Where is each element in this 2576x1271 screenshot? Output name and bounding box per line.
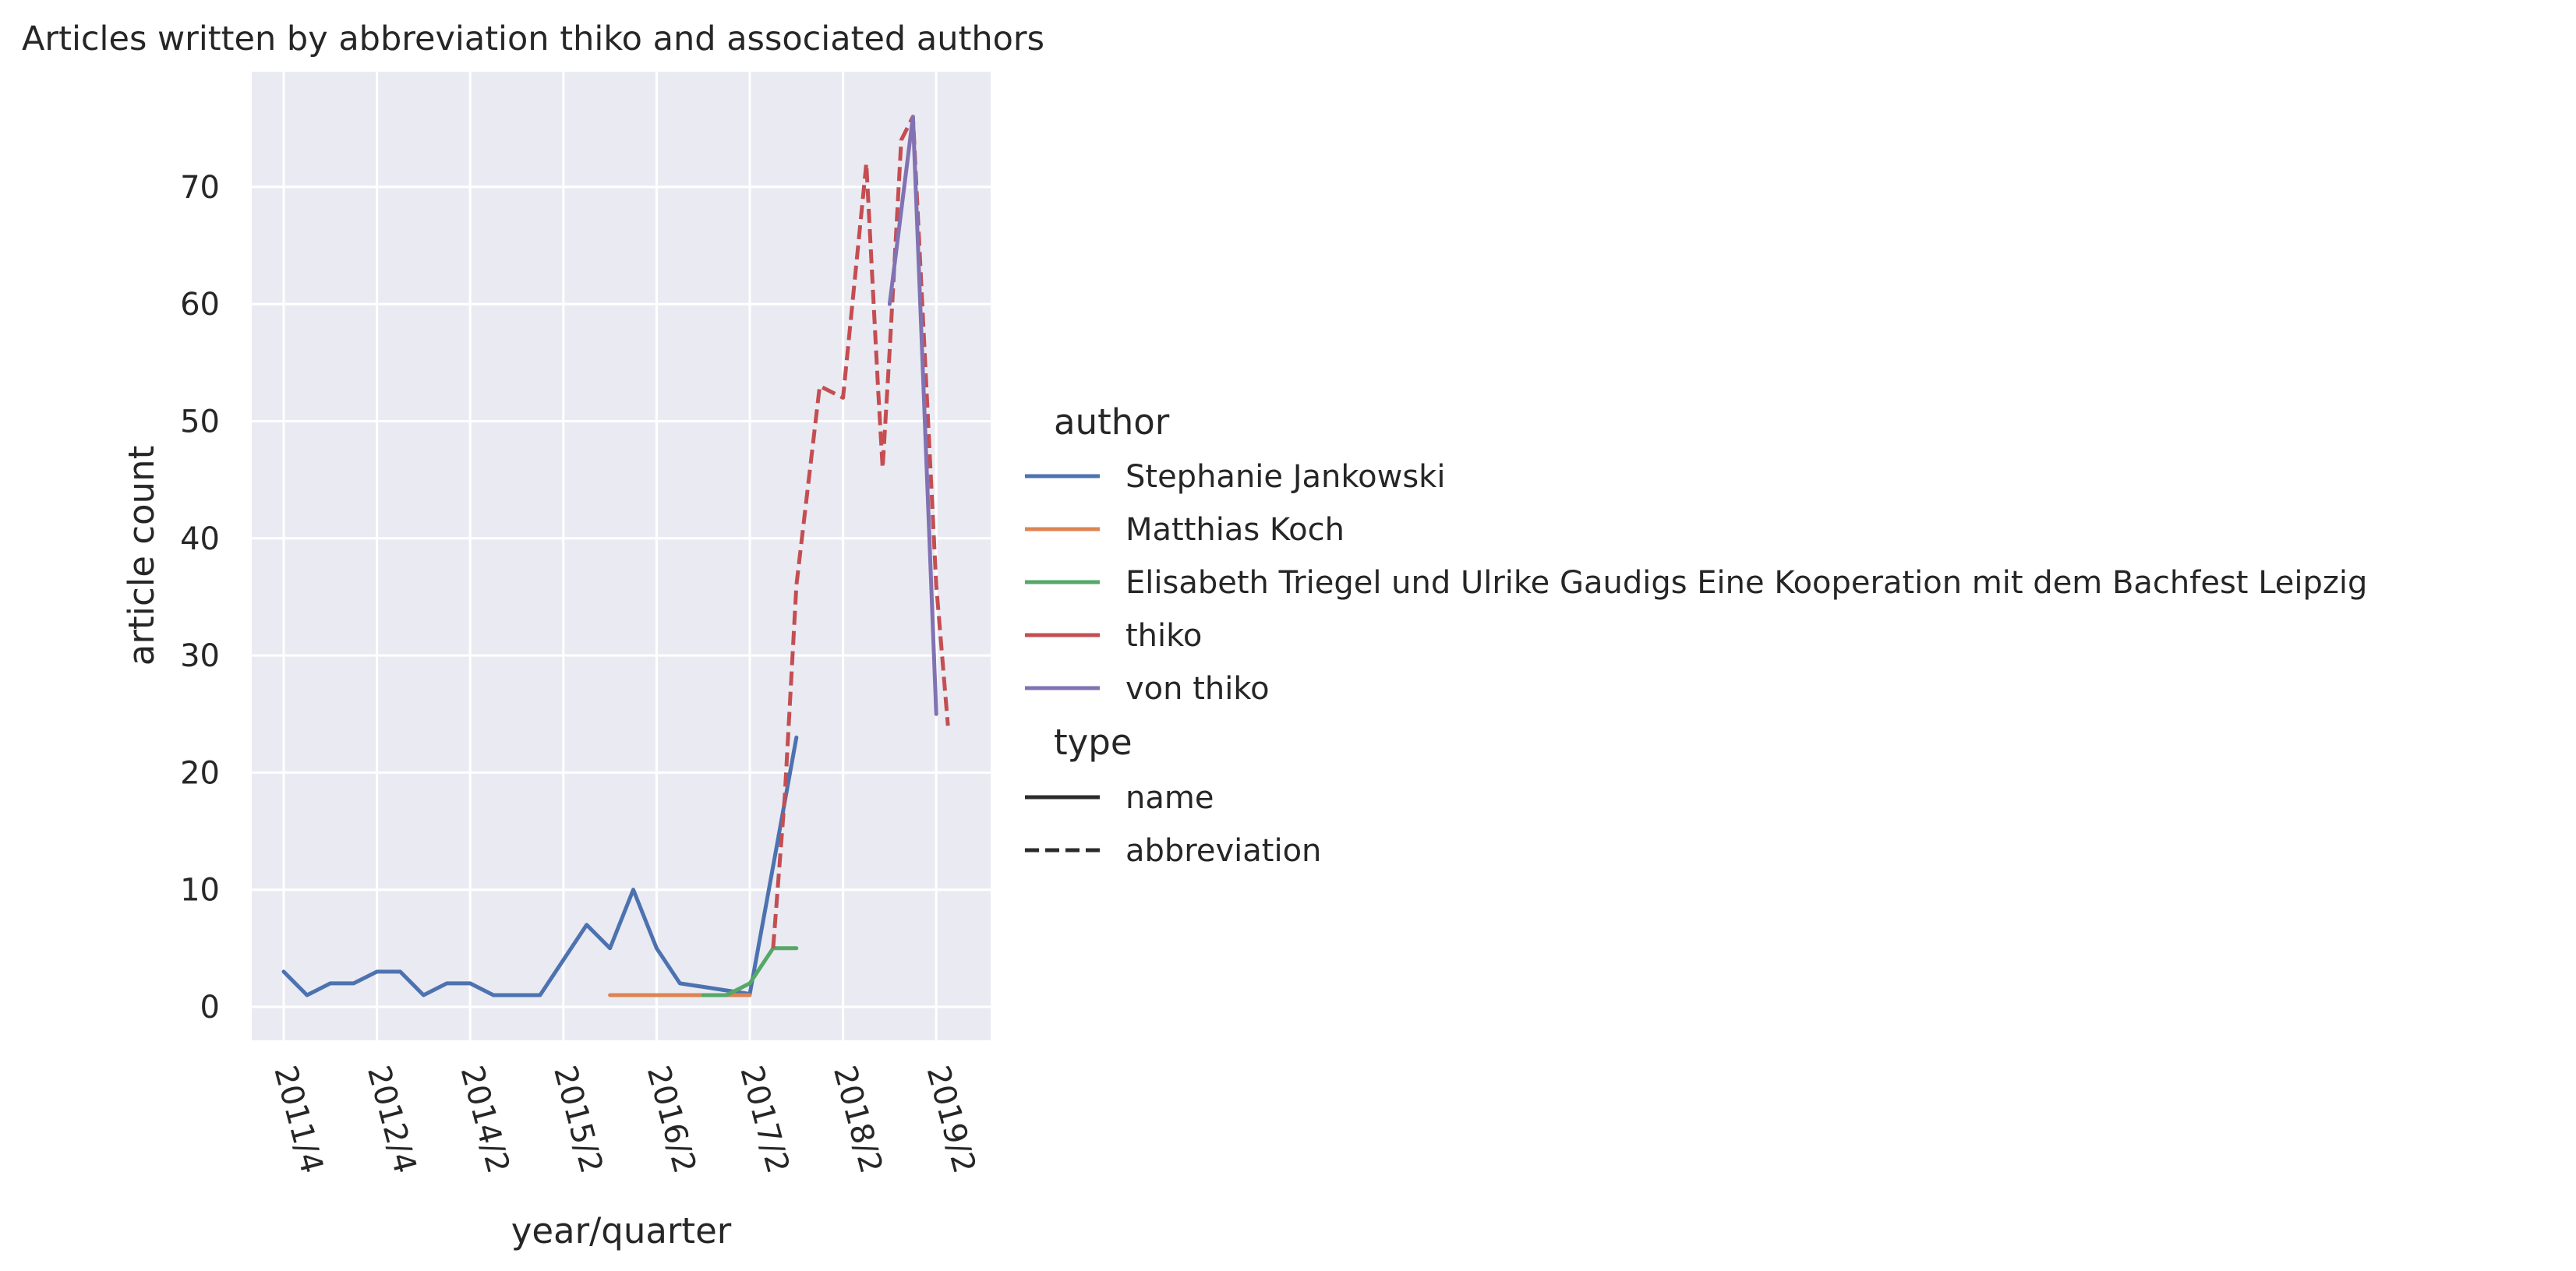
series-line-von-thiko — [887, 115, 938, 716]
legend-item-stephanie-jankowski: Stephanie Jankowski — [1125, 459, 1445, 495]
y-tick-label: 40 — [180, 521, 220, 557]
y-tick-label: 30 — [180, 638, 220, 674]
x-tick-label: 2014/2 — [454, 1062, 517, 1177]
legend-title-type: type — [1054, 722, 1133, 763]
legend-item-name: name — [1125, 780, 1214, 816]
x-tick-label: 2011/4 — [267, 1062, 330, 1177]
y-tick-label: 10 — [180, 873, 220, 909]
gridlines — [252, 72, 991, 1040]
x-tick-label: 2018/2 — [826, 1062, 889, 1177]
series-line-stephanie-jankowski — [281, 735, 799, 997]
legend-item-abbreviation: abbreviation — [1125, 833, 1321, 869]
legend-item-matthias-koch: Matthias Koch — [1125, 512, 1345, 548]
x-tick-label: 2016/2 — [640, 1062, 703, 1177]
y-axis-label: article count — [121, 446, 162, 666]
y-axis: 0 10 20 30 40 50 60 70 — [180, 170, 220, 1026]
y-tick-label: 60 — [180, 287, 220, 323]
x-tick-label: 2015/2 — [546, 1062, 610, 1177]
legend-item-elisabeth-triegel-und-ulrike-gaudigs-eine-kooperation-mit-dem-bachfest-leipzig: Elisabeth Triegel und Ulrike Gaudigs Ein… — [1125, 565, 2367, 601]
y-tick-label: 20 — [180, 755, 220, 791]
series-lines — [281, 115, 950, 997]
x-tick-label: 2017/2 — [733, 1062, 796, 1177]
plot-area — [252, 72, 991, 1040]
x-tick-label: 2012/4 — [360, 1062, 423, 1177]
x-axis-label: year/quarter — [511, 1210, 732, 1252]
chart-title: Articles written by abbreviation thiko a… — [22, 19, 1044, 58]
series-line-elisabeth-triegel-und-ulrike-gaudigs-eine-kooperation-mit-dem-bachfest-leipzig — [701, 946, 799, 997]
legend-item-von-thiko: von thiko — [1125, 671, 1270, 707]
y-tick-label: 70 — [180, 170, 220, 206]
legend: author Stephanie Jankowski Matthias Koch E… — [1025, 401, 2367, 869]
legend-item-thiko: thiko — [1125, 618, 1202, 654]
x-axis: 2011/4 2012/4 2014/2 2015/2 2016/2 2017/2 2018… — [267, 1062, 982, 1177]
legend-title-author: author — [1054, 401, 1170, 443]
y-tick-label: 0 — [200, 990, 220, 1026]
x-tick-label: 2019/2 — [920, 1062, 983, 1177]
y-tick-label: 50 — [180, 404, 220, 440]
